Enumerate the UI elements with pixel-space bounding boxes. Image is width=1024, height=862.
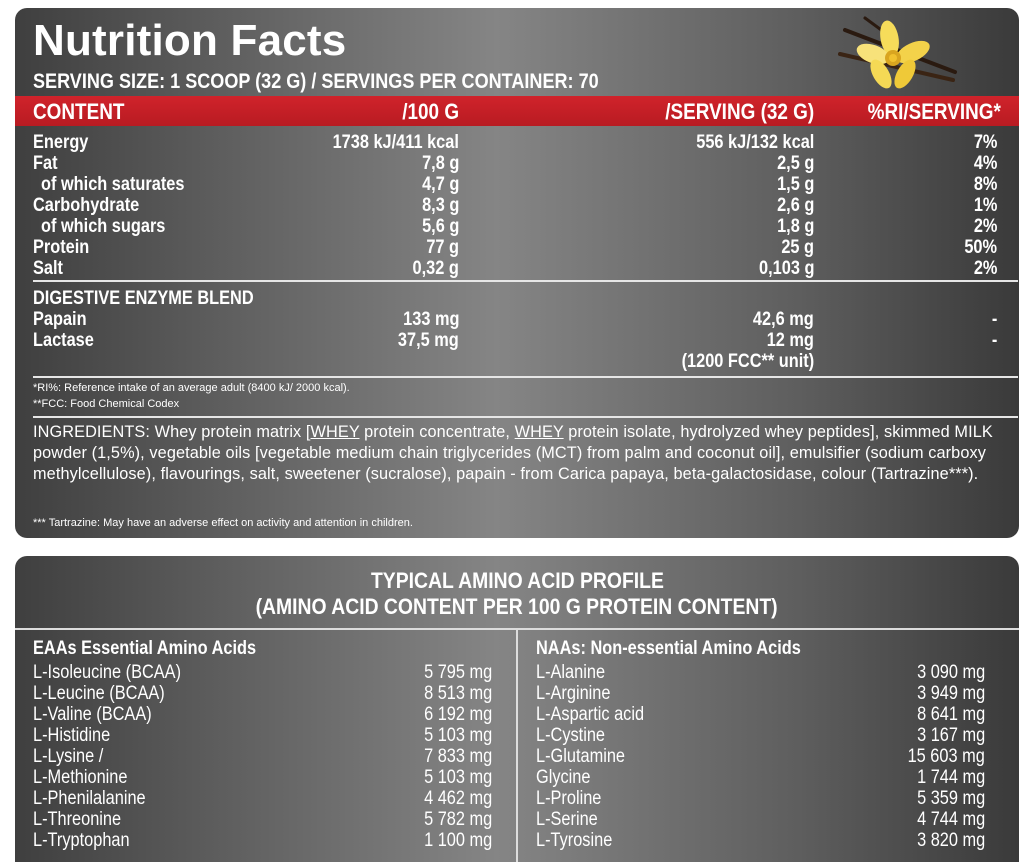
amino-acid-name: L-Serine <box>536 809 598 830</box>
amino-acid-name: L-Arginine <box>536 683 611 704</box>
nutrient-per-serving: 2,5 g <box>776 153 814 174</box>
nutrient-per-serving: 1,5 g <box>776 174 814 195</box>
nutrient-name: of which saturates <box>41 174 185 195</box>
amino-acid-name: L-Cystine <box>536 725 606 746</box>
nutrient-ri: 4% <box>973 153 997 174</box>
amino-acid-name: L-Glutamine <box>536 746 626 767</box>
amino-acid-value: 6 192 mg <box>423 704 492 725</box>
divider <box>33 280 1018 282</box>
nutrient-ri: 2% <box>973 258 997 279</box>
amino-acid-name: L-Leucine (BCAA) <box>33 683 165 704</box>
nutrient-per100: 77 g <box>426 237 459 258</box>
nutrient-name: Energy <box>33 132 89 153</box>
amino-acid-value: 7 833 mg <box>423 746 492 767</box>
amino-acid-value: 5 795 mg <box>423 662 492 683</box>
column-header-per100: /100 G <box>402 99 459 124</box>
amino-acid-value: 3 090 mg <box>916 662 985 683</box>
amino-acid-value: 3 820 mg <box>916 830 985 851</box>
amino-acid-name: Glycine <box>536 767 591 788</box>
enzyme-name: Papain <box>33 309 87 330</box>
nutrient-ri: 50% <box>964 237 997 258</box>
enzyme-per-serving: 42,6 mg <box>753 309 814 330</box>
nutrient-name: Fat <box>33 153 58 174</box>
enzyme-per100: 37,5 mg <box>398 330 459 351</box>
nutrient-per-serving: 2,6 g <box>776 195 814 216</box>
amino-acid-value: 1 744 mg <box>916 767 985 788</box>
page-title: Nutrition Facts <box>33 16 347 65</box>
amino-acid-value: 5 103 mg <box>423 767 492 788</box>
amino-acid-value: 4 462 mg <box>423 788 492 809</box>
nutrient-per-serving: 25 g <box>781 237 814 258</box>
column-divider <box>516 628 518 862</box>
nutrient-ri: 2% <box>973 216 997 237</box>
amino-acid-value: 5 103 mg <box>423 725 492 746</box>
amino-acid-name: L-Threonine <box>33 809 122 830</box>
enzyme-ri: - <box>991 309 997 330</box>
nutrient-per-serving: 0,103 g <box>758 258 814 279</box>
amino-acid-name: L-Aspartic acid <box>536 704 645 725</box>
nutrient-name: Protein <box>33 237 90 258</box>
table-header-bar: CONTENT /100 G /SERVING (32 G) %RI/SERVI… <box>15 96 1019 126</box>
naa-heading: NAAs: Non-essential Amino Acids <box>536 638 801 659</box>
amino-acid-name: L-Phenilalanine <box>33 788 146 809</box>
amino-acid-value: 8 513 mg <box>423 683 492 704</box>
enzyme-name: Lactase <box>33 330 94 351</box>
enzyme-ri: - <box>991 330 997 351</box>
nutrient-per-serving: 1,8 g <box>776 216 814 237</box>
amino-acid-name: L-Alanine <box>536 662 606 683</box>
amino-acid-name: L-Tyrosine <box>536 830 613 851</box>
nutrient-ri: 8% <box>973 174 997 195</box>
nutrient-name: Carbohydrate <box>33 195 140 216</box>
nutrient-name: Salt <box>33 258 63 279</box>
amino-title-line1: TYPICAL AMINO ACID PROFILE <box>370 568 664 593</box>
divider <box>33 376 1018 378</box>
amino-acid-panel: TYPICAL AMINO ACID PROFILE (AMINO ACID C… <box>15 556 1019 862</box>
lactase-unit: (1200 FCC** unit) <box>681 351 814 372</box>
enzyme-heading: DIGESTIVE ENZYME BLEND <box>33 288 254 309</box>
footnote-tartrazine: *** Tartrazine: May have an adverse effe… <box>33 517 413 529</box>
amino-acid-name: L-Methionine <box>33 767 128 788</box>
nutrient-per100: 8,3 g <box>421 195 459 216</box>
column-header-per-serving: /SERVING (32 G) <box>665 99 814 124</box>
amino-acid-value: 5 782 mg <box>423 809 492 830</box>
amino-acid-name: L-Tryptophan <box>33 830 130 851</box>
nutrient-name: of which sugars <box>41 216 166 237</box>
amino-acid-value: 4 744 mg <box>916 809 985 830</box>
nutrition-facts-panel: Nutrition Facts SERVING SIZE: 1 SCOOP (3… <box>15 8 1019 538</box>
nutrient-per100: 1738 kJ/411 kcal <box>332 132 459 153</box>
column-header-content: CONTENT <box>33 99 125 124</box>
footnote-fcc: **FCC: Food Chemical Codex <box>33 398 180 410</box>
nutrient-per100: 0,32 g <box>412 258 459 279</box>
eaa-heading: EAAs Essential Amino Acids <box>33 638 257 659</box>
amino-acid-value: 8 641 mg <box>916 704 985 725</box>
amino-acid-name: L-Histidine <box>33 725 111 746</box>
serving-size-line: SERVING SIZE: 1 SCOOP (32 G) / SERVINGS … <box>33 70 599 93</box>
enzyme-per-serving: 12 mg <box>766 330 814 351</box>
nutrient-per100: 4,7 g <box>421 174 459 195</box>
nutrient-per-serving: 556 kJ/132 kcal <box>695 132 814 153</box>
nutrient-per100: 5,6 g <box>421 216 459 237</box>
column-header-ri: %RI/SERVING* <box>867 99 1001 124</box>
enzyme-per100: 133 mg <box>402 309 459 330</box>
nutrient-ri: 7% <box>973 132 997 153</box>
amino-acid-value: 3 167 mg <box>916 725 985 746</box>
amino-acid-name: L-Valine (BCAA) <box>33 704 152 725</box>
amino-acid-name: L-Lysine / <box>33 746 104 767</box>
nutrient-ri: 1% <box>973 195 997 216</box>
divider <box>33 416 1018 418</box>
ingredients-text: INGREDIENTS: Whey protein matrix [WHEY p… <box>33 423 993 483</box>
vanilla-flower-icon <box>838 16 957 89</box>
amino-acid-value: 3 949 mg <box>916 683 985 704</box>
amino-acid-value: 5 359 mg <box>916 788 985 809</box>
amino-acid-value: 1 100 mg <box>423 830 492 851</box>
amino-acid-value: 15 603 mg <box>907 746 985 767</box>
amino-title-line2: (AMINO ACID CONTENT PER 100 G PROTEIN CO… <box>255 594 779 619</box>
footnote-ri: *RI%: Reference intake of an average adu… <box>33 382 350 394</box>
amino-acid-name: L-Isoleucine (BCAA) <box>33 662 182 683</box>
amino-acid-name: L-Proline <box>536 788 602 809</box>
nutrient-per100: 7,8 g <box>421 153 459 174</box>
